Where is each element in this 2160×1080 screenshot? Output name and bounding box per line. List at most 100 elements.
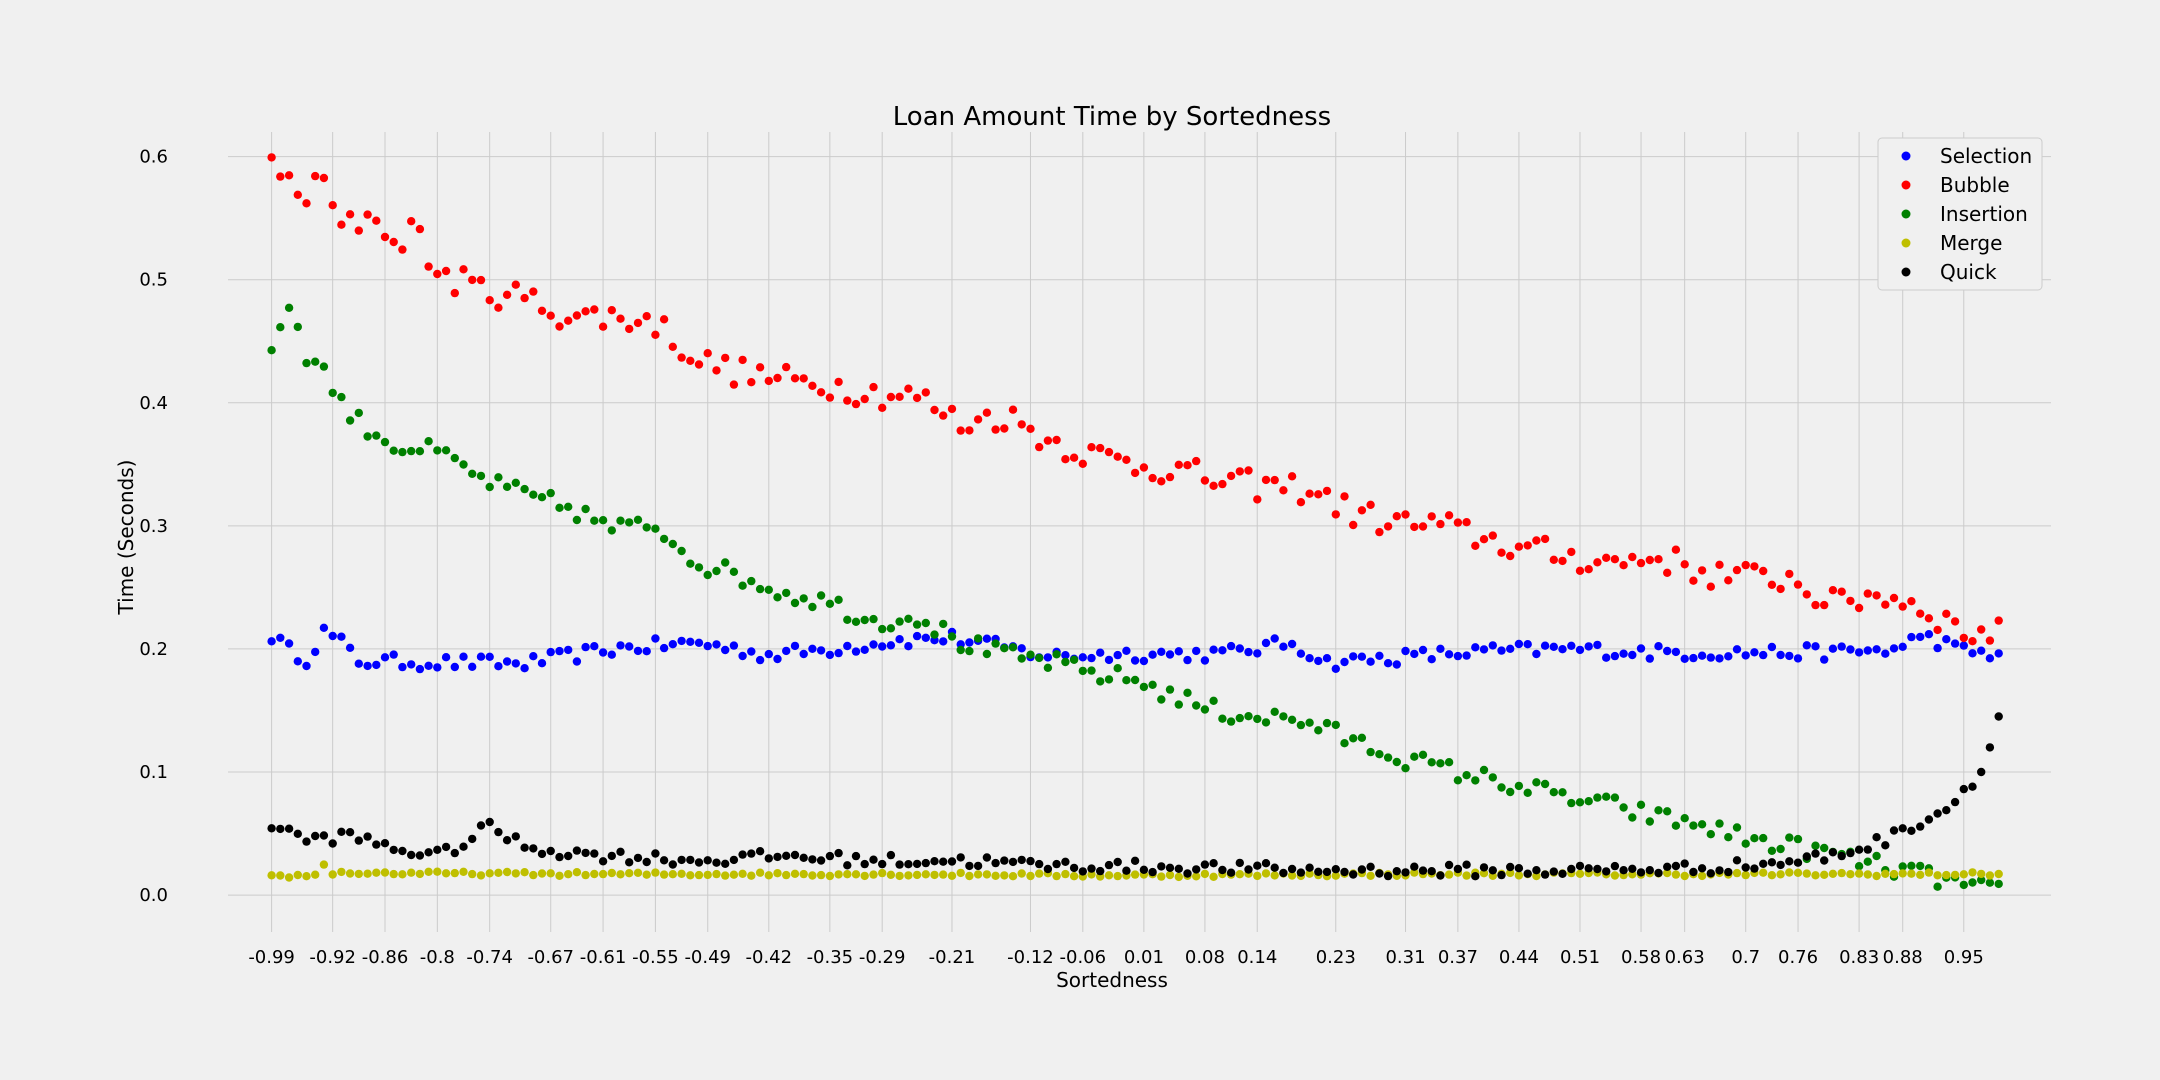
data-point: [564, 851, 573, 861]
data-point: [1218, 714, 1227, 723]
data-point: [354, 226, 363, 235]
data-point: [1933, 882, 1942, 891]
data-point: [537, 849, 547, 859]
data-point: [694, 360, 704, 369]
data-point: [973, 861, 983, 871]
data-point: [886, 392, 896, 402]
x-tick-label: 0.51: [1560, 947, 1600, 968]
x-tick-label: -0.8: [420, 947, 455, 968]
data-point: [1680, 560, 1689, 569]
data-point: [389, 845, 398, 855]
data-point: [956, 426, 965, 435]
data-point: [1165, 863, 1175, 872]
data-point: [276, 824, 285, 834]
data-point: [895, 871, 904, 881]
data-point: [965, 426, 974, 435]
data-point: [337, 632, 346, 641]
data-point: [642, 857, 651, 867]
data-point: [1837, 851, 1846, 861]
data-point: [590, 305, 599, 314]
data-point: [276, 633, 285, 642]
data-point: [825, 650, 835, 660]
legend-marker: [1901, 267, 1911, 277]
data-point: [424, 262, 433, 271]
data-point: [1689, 867, 1698, 877]
data-point: [485, 482, 494, 492]
data-point: [659, 870, 669, 879]
data-point: [1968, 649, 1977, 658]
data-point: [1575, 566, 1585, 575]
data-point: [808, 644, 817, 653]
data-point: [389, 446, 398, 455]
data-point: [1994, 712, 2003, 721]
data-point: [380, 839, 390, 848]
data-point: [729, 567, 739, 576]
data-point: [1096, 866, 1105, 876]
data-point: [703, 349, 712, 358]
data-point: [1898, 824, 1907, 833]
data-point: [651, 524, 660, 533]
y-tick-labels: 0.0 0.1 0.2 0.3 0.4 0.5 0.6: [139, 147, 168, 906]
data-point: [1889, 644, 1899, 653]
data-point: [319, 362, 329, 371]
data-point: [1776, 870, 1785, 879]
data-point: [904, 860, 913, 869]
data-point: [1331, 664, 1341, 673]
data-point: [755, 363, 765, 372]
data-point: [520, 293, 529, 303]
data-point: [450, 662, 459, 672]
data-point: [1854, 648, 1864, 657]
data-point: [1052, 650, 1061, 659]
data-point: [1026, 871, 1035, 881]
data-point: [721, 871, 730, 880]
series-quick: [267, 712, 2003, 881]
data-point: [276, 172, 285, 181]
data-point: [1261, 718, 1271, 727]
legend-label: Bubble: [1940, 173, 2010, 197]
data-point: [1235, 644, 1245, 653]
data-point: [1933, 871, 1942, 880]
data-point: [1654, 555, 1663, 564]
data-point: [782, 646, 791, 656]
data-point: [389, 237, 398, 247]
data-point: [1689, 576, 1698, 585]
data-point: [520, 664, 529, 673]
data-point: [1610, 871, 1620, 880]
data-point: [825, 871, 835, 881]
data-point: [459, 867, 468, 876]
data-point: [1235, 467, 1245, 476]
data-point: [755, 584, 765, 594]
data-point: [1174, 460, 1184, 469]
data-point: [1261, 869, 1271, 878]
data-point: [572, 311, 582, 320]
data-point: [1270, 707, 1279, 716]
data-point: [1610, 861, 1620, 871]
data-point: [433, 867, 442, 876]
data-point: [1750, 562, 1759, 571]
data-point: [293, 190, 302, 199]
data-point: [459, 460, 468, 469]
data-point: [834, 377, 843, 387]
data-point: [1994, 649, 2003, 658]
data-point: [834, 595, 843, 604]
data-point: [1444, 860, 1454, 870]
data-point: [1785, 569, 1794, 579]
data-point: [729, 380, 739, 389]
data-point: [1854, 845, 1864, 854]
data-point: [1863, 845, 1873, 854]
data-point: [747, 576, 756, 586]
data-point: [1183, 688, 1192, 697]
data-point: [721, 353, 730, 363]
data-point: [1959, 880, 1969, 890]
data-point: [1793, 868, 1803, 877]
data-point: [1907, 869, 1916, 878]
data-point: [1008, 643, 1018, 652]
data-point: [1785, 833, 1794, 842]
data-point: [1069, 655, 1079, 664]
data-point: [1357, 733, 1367, 742]
data-point: [860, 871, 869, 881]
data-point: [1035, 653, 1044, 663]
data-point: [328, 870, 337, 879]
data-point: [1000, 644, 1009, 653]
data-point: [450, 453, 459, 463]
